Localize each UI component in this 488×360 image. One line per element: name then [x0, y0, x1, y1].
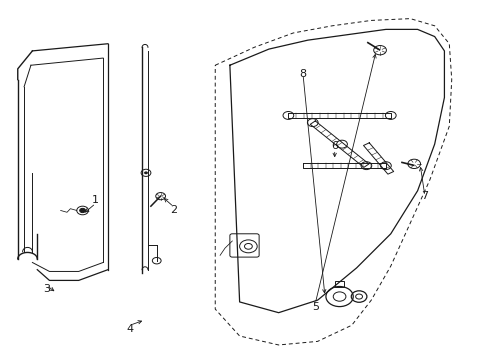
Text: 6: 6 — [330, 141, 338, 151]
Circle shape — [144, 171, 148, 174]
Circle shape — [336, 140, 346, 148]
Text: 4: 4 — [126, 324, 133, 334]
Text: 5: 5 — [311, 302, 318, 312]
Text: 7: 7 — [421, 191, 427, 201]
Circle shape — [380, 162, 390, 170]
Circle shape — [283, 112, 293, 120]
Text: 1: 1 — [92, 195, 99, 205]
Circle shape — [360, 162, 371, 170]
Circle shape — [307, 119, 318, 127]
Circle shape — [80, 208, 85, 213]
Circle shape — [385, 112, 395, 120]
Bar — [334, 281, 344, 287]
Text: 2: 2 — [170, 206, 177, 216]
Text: 3: 3 — [43, 284, 50, 294]
Text: 8: 8 — [299, 69, 306, 79]
